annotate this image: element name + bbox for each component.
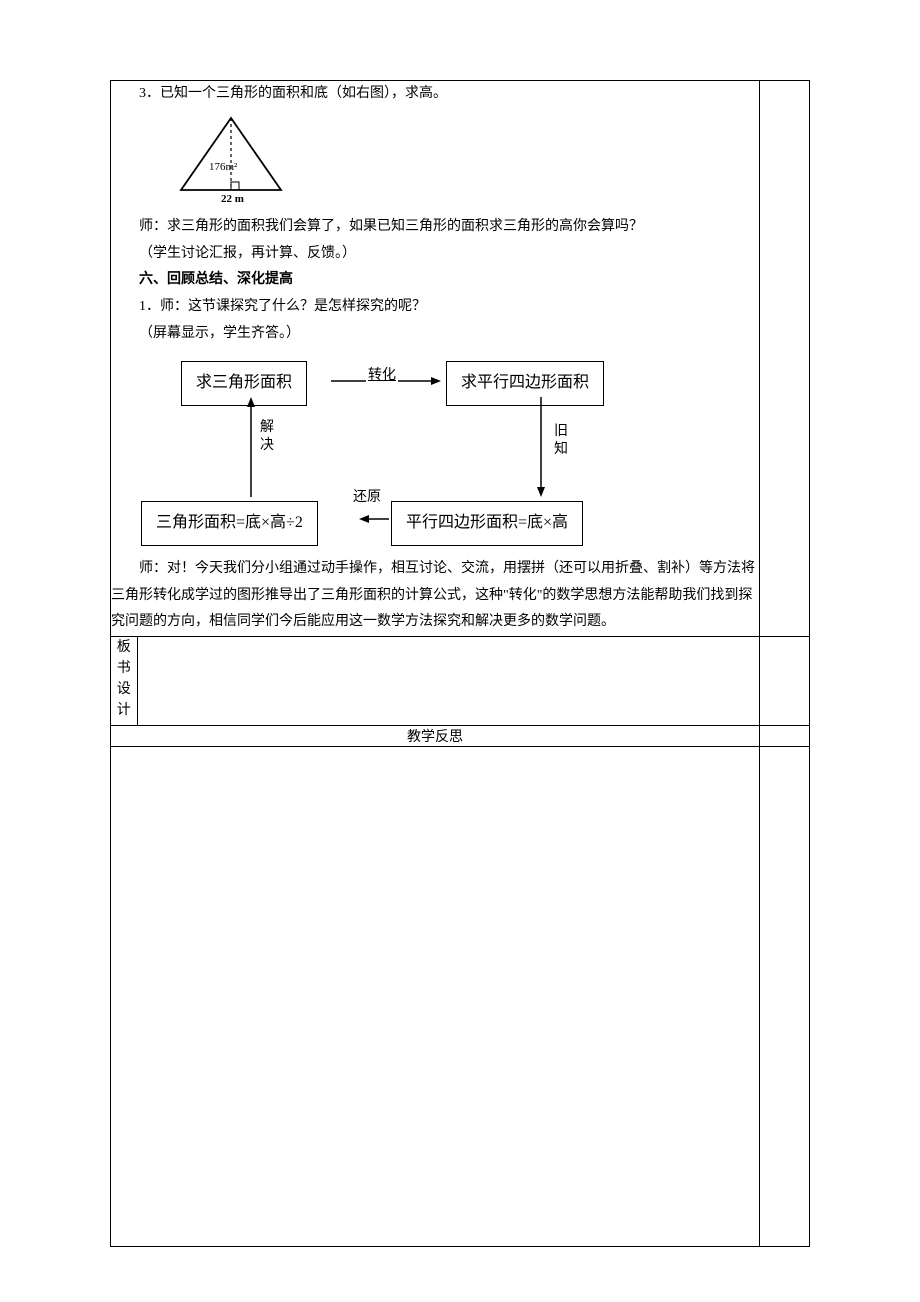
lesson-plan-table: 3．已知一个三角形的面积和底（如右图），求高。 176m² 22 m 师：求三角… <box>110 80 810 1247</box>
arrow-up <box>245 397 257 497</box>
edge-label-jiejue: 解决 <box>259 419 275 455</box>
side-cell-2 <box>760 636 810 725</box>
student-q3: （学生讨论汇报，再计算、反馈。） <box>111 241 759 268</box>
banshu-row: 板书设计 <box>111 636 760 725</box>
edge-label-zhuanhua: 转化 <box>366 363 398 390</box>
flow-node-para-area: 求平行四边形面积 <box>446 361 604 405</box>
flow-node-para-formula: 平行四边形面积=底×高 <box>391 501 583 545</box>
arrow-left <box>359 513 389 525</box>
section6-q1: 1．师：这节课探究了什么？是怎样探究的呢？ <box>111 294 759 321</box>
teacher-q3: 师：求三角形的面积我们会算了，如果已知三角形的面积求三角形的高你会算吗？ <box>111 214 759 241</box>
flowchart: 求三角形面积 求平行四边形面积 三角形面积=底×高÷2 平行四边形面积=底×高 … <box>141 361 729 546</box>
side-cell-1 <box>760 81 810 637</box>
arrow-down <box>535 397 547 497</box>
section6-q1-note: （屏幕显示，学生齐答。） <box>111 321 759 348</box>
q3-title: 3．已知一个三角形的面积和底（如右图），求高。 <box>111 81 759 108</box>
edge-label-huanyuan: 还原 <box>351 485 383 512</box>
triangle-base-label: 22 m <box>221 193 244 202</box>
flow-node-tri-area: 求三角形面积 <box>181 361 307 405</box>
banshu-label: 板书设计 <box>111 637 137 721</box>
reflection-blank <box>111 746 760 1246</box>
edge-label-jiuzhi: 旧知 <box>553 423 569 459</box>
flow-node-tri-formula: 三角形面积=底×高÷2 <box>141 501 318 545</box>
side-cell-4 <box>760 746 810 1246</box>
triangle-area-label: 176m² <box>209 161 238 173</box>
reflection-header: 教学反思 <box>111 725 760 746</box>
main-content-cell: 3．已知一个三角形的面积和底（如右图），求高。 176m² 22 m 师：求三角… <box>111 81 760 637</box>
banshu-label-cell: 板书设计 <box>111 637 137 725</box>
section6-heading: 六、回顾总结、深化提高 <box>111 267 759 294</box>
triangle-figure: 176m² 22 m <box>171 112 291 202</box>
banshu-content <box>137 637 759 725</box>
summary-text: 师：对！今天我们分小组通过动手操作，相互讨论、交流，用摆拼（还可以用折叠、割补）… <box>111 556 759 636</box>
side-cell-3 <box>760 725 810 746</box>
